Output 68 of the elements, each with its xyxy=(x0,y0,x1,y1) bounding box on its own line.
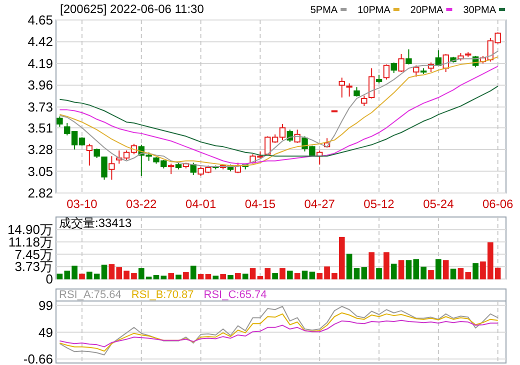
y-tick-label: 14.90万 xyxy=(7,222,53,238)
candlestick xyxy=(108,156,115,180)
bar xyxy=(287,270,293,280)
y-tick-label: 4.19 xyxy=(28,56,53,71)
bar xyxy=(398,260,404,280)
bar xyxy=(198,274,204,280)
bar xyxy=(472,263,478,280)
y-tick-label: 4.65 xyxy=(28,12,53,28)
bar xyxy=(309,272,316,280)
y-tick-label: 3.73 xyxy=(28,99,53,114)
bar xyxy=(376,268,382,280)
bar xyxy=(220,274,226,280)
bar xyxy=(183,272,189,280)
y-tick-label: 49 xyxy=(38,324,53,340)
bar xyxy=(212,276,219,280)
bar xyxy=(346,254,352,280)
bar xyxy=(242,274,248,280)
y-tick-label: 3.05 xyxy=(28,164,53,179)
candlestick xyxy=(338,77,345,98)
y-tick-label: 99 xyxy=(38,298,53,313)
x-tick-label: 05-24 xyxy=(423,197,454,211)
x-tick-label: 04-15 xyxy=(244,197,276,211)
legend-label: 10PMA xyxy=(358,5,391,16)
bar xyxy=(272,273,278,280)
x-tick-label: 06-06 xyxy=(482,197,514,211)
text: RSI_C:65.74 xyxy=(204,289,267,301)
x-tick-label: 04-01 xyxy=(185,197,216,211)
y-tick-label: -0.66 xyxy=(23,352,53,365)
chart-title: [200625] 2022-06-06 11:30 xyxy=(60,2,204,16)
bar xyxy=(205,274,212,280)
y-tick-label: 3.96 xyxy=(28,78,53,93)
line-series xyxy=(59,320,498,348)
legend-label: 30PMA xyxy=(463,5,496,16)
line-series xyxy=(59,312,498,352)
y-tick-label: 2.82 xyxy=(28,186,53,200)
y-tick-label: 4.42 xyxy=(28,34,53,50)
y-tick-label: 3.51 xyxy=(28,120,53,136)
bar xyxy=(450,268,456,280)
x-tick-label: 03-10 xyxy=(66,197,98,211)
line-series xyxy=(59,86,498,157)
bar xyxy=(368,252,374,280)
bar xyxy=(235,273,241,280)
bar xyxy=(79,274,85,280)
bar xyxy=(390,264,397,280)
bar xyxy=(384,252,390,280)
legend-label: 5PMA xyxy=(310,5,338,16)
bar xyxy=(168,273,174,280)
text: RSI_A:75.64 xyxy=(59,289,122,301)
bar xyxy=(294,273,300,280)
bar xyxy=(436,259,442,280)
bar xyxy=(442,260,449,280)
line-series xyxy=(59,306,498,356)
candlestick xyxy=(361,95,368,107)
bar xyxy=(228,275,234,280)
bar xyxy=(302,270,308,280)
chart-title: 成交量:33413 xyxy=(59,216,132,230)
y-tick-label: 0 xyxy=(46,272,53,286)
legend-label: 20PMA xyxy=(410,5,444,16)
bar xyxy=(176,274,182,280)
y-tick-label: 3.28 xyxy=(28,142,53,158)
bar xyxy=(428,270,434,280)
text: RSI_B:70.87 xyxy=(131,289,194,301)
bar xyxy=(250,268,256,280)
x-tick-label: 04-27 xyxy=(304,197,336,211)
x-tick-label: 03-22 xyxy=(126,197,158,211)
bar xyxy=(190,266,196,280)
x-tick-label: 05-12 xyxy=(364,197,395,211)
bar xyxy=(280,268,286,280)
